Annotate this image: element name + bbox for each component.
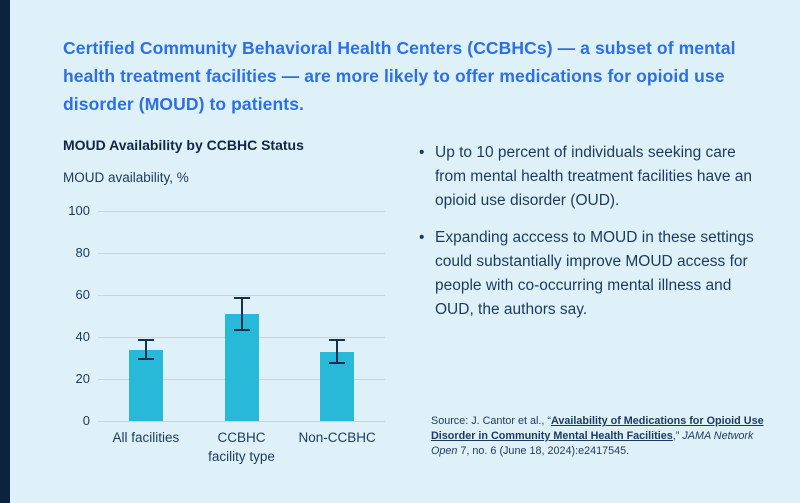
error-bar-cap-top [329,339,346,342]
bullet-item: • Up to 10 percent of individuals seekin… [419,141,767,213]
x-tick-label: CCBHC [217,430,266,445]
headline: Certified Community Behavioral Health Ce… [63,38,736,114]
source-middle: ,” [672,430,683,442]
error-bar-cap-bottom [137,358,154,361]
gridline [98,252,385,254]
error-bar [329,339,346,365]
left-accent-strip [0,0,10,503]
x-axis-label: facility type [208,449,275,464]
source-link[interactable]: Availability of Medications for Opioid U… [431,415,764,442]
error-bar-cap-bottom [329,362,346,365]
bullet-text: Up to 10 percent of individuals seeking … [435,144,753,209]
source-suffix: 7, no. 6 (June 18, 2024):e2417545. [457,445,630,457]
y-tick-label: 60 [75,287,90,302]
error-bar-line [144,339,147,361]
error-bar-line [240,297,243,331]
key-points: • Up to 10 percent of individuals seekin… [419,141,767,335]
bullet-item: • Expanding acccess to MOUD in these set… [419,226,767,322]
error-bar-cap-bottom [233,328,250,331]
bar [224,313,259,421]
gridline [98,210,385,212]
source-citation: Source: J. Cantor et al., “Availability … [431,414,769,459]
y-tick-label: 0 [82,413,90,428]
gridline [98,294,385,296]
x-tick-label: Non-CCBHC [298,430,376,445]
bar [128,349,163,421]
source-journal: JAMA Network Open [431,430,754,457]
error-bar-cap-top [233,297,250,300]
y-tick-label: 100 [68,203,90,218]
source-prefix: Source: J. Cantor et al., “ [431,415,552,427]
error-bar-cap-top [137,339,154,342]
x-tick-label: All facilities [112,430,180,445]
y-tick-label: 80 [75,245,90,260]
y-tick-label: 20 [75,371,90,386]
bullet-dot: • [419,229,425,246]
chart-y-axis-caption: MOUD availability, % [63,170,189,185]
plot-area: 0 20 40 60 80 100 All facilities CCBHC facility … [68,203,385,464]
bullet-dot: • [419,144,425,161]
bullet-text: Expanding acccess to MOUD in these setti… [435,229,754,318]
error-bar [233,297,250,331]
gridline [98,420,385,422]
error-bar [137,339,154,361]
chart-title: MOUD Availability by CCBHC Status [63,137,304,153]
y-tick-label: 40 [75,329,90,344]
error-bar-line [336,339,339,365]
